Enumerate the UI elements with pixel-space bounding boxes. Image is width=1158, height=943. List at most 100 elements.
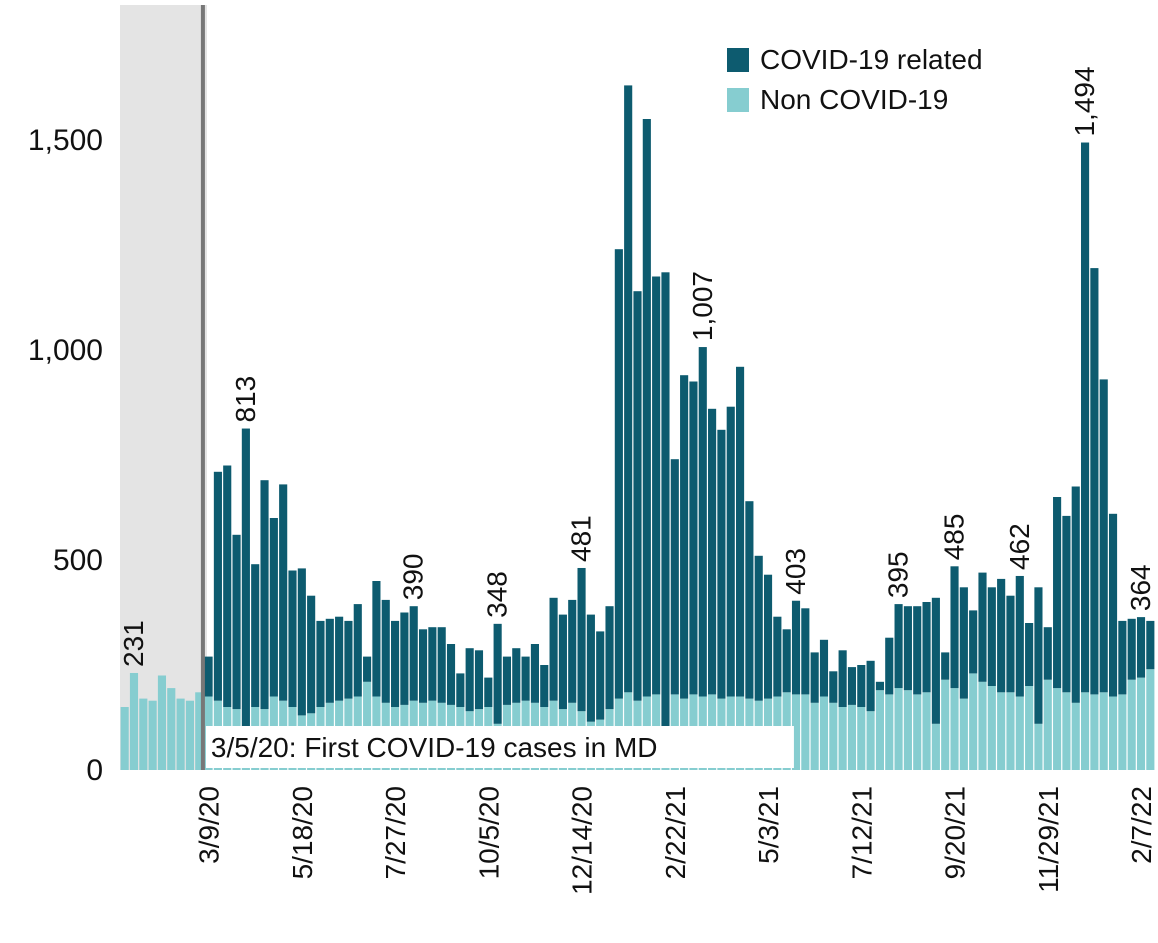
bar-segment [1034,587,1043,724]
bar-segment [204,656,213,697]
bar-segment [1043,627,1052,680]
total-label: 395 [883,551,914,598]
bar-segment [903,690,912,770]
bar-segment [129,672,139,770]
y-tick-label: 0 [86,754,103,787]
bar-segment [1108,696,1118,770]
bar-segment [801,608,810,695]
total-label: 231 [118,620,149,667]
bar-segment [624,85,633,693]
bar-segment [894,688,903,770]
bar-segment [661,272,670,728]
legend-label: Non COVID-19 [760,84,948,115]
bar-segment [418,629,428,703]
bar-segment [829,702,838,770]
bar-segment [176,698,185,770]
bar-segment [484,677,493,707]
bar-segment [791,600,801,695]
y-tick-label: 1,000 [28,334,103,367]
bar-segment [959,698,968,770]
bar-segment [1081,692,1090,770]
bar-segment [251,564,260,707]
bar-segment [1025,623,1034,686]
bar-segment [558,614,567,710]
bar-segment [428,627,437,701]
bar-segment [801,694,810,770]
bar-segment [689,381,698,695]
bar-segment [950,566,959,689]
bar-segment [782,629,791,693]
x-tick-label: 2/22/21 [660,786,691,879]
bar-segment [167,688,176,770]
bar-segment [1136,677,1146,770]
bar-segment [391,620,400,707]
bar-segment [1062,692,1071,770]
bar-segment [269,518,278,697]
bar-segment [260,480,269,710]
bar-segment [866,711,875,770]
bar-segment [1146,620,1155,670]
bar-segment [670,459,679,695]
bar-segment [736,366,745,697]
bar-segment [1127,618,1136,680]
bar-segment [157,675,167,770]
bar-segment [885,694,894,770]
bar-segment [717,429,726,699]
pre-covid-shade [120,5,207,770]
bar-segment [1099,692,1108,770]
x-tick-label: 7/27/20 [380,786,411,879]
bar-segment [838,707,847,770]
x-tick-label: 10/5/20 [473,786,504,879]
bar-segment [941,652,950,680]
bar-segment [810,702,819,770]
x-tick-label: 9/20/21 [940,786,971,879]
bar-segment [941,679,950,770]
bar-segment [540,665,549,707]
bar-segment [372,581,381,697]
bar-segment [1081,142,1090,693]
x-tick-label: 5/3/21 [753,786,784,864]
legend-swatch [727,48,749,72]
bar-segment [1034,723,1043,770]
bar-segment [465,648,474,712]
bar-segment [335,616,344,701]
bar-segment [1015,575,1024,697]
bar-segment [857,707,866,770]
x-tick-label: 2/7/22 [1126,786,1157,864]
bar-segment [1090,268,1099,695]
bar-segment [1062,515,1071,693]
bar-segment [642,119,651,697]
bar-segment [456,673,465,707]
bar-segment [381,599,390,703]
bar-segment [978,572,987,682]
bar-segment [1071,702,1080,770]
bar-segment [1146,669,1155,770]
bar-segment [866,660,875,712]
bar-segment [1136,617,1146,678]
bar-segment [223,465,232,707]
bar-segment [969,610,978,674]
bar-segment [763,574,773,699]
bar-segment [493,623,502,724]
bar-segment [931,723,940,770]
bar-segment [474,650,484,710]
bar-segment [1053,688,1062,770]
total-label: 813 [230,376,261,423]
bar-segment [987,686,996,770]
total-label: 1,007 [687,271,718,341]
bar-segment [363,681,372,770]
bar-segment [894,604,903,689]
total-label: 1,494 [1069,66,1100,136]
legend-label: COVID-19 related [760,44,983,75]
bar-segment [903,606,912,691]
bar-segment [139,698,148,770]
bar-segment [614,249,623,699]
bar-segment [344,620,353,699]
bar-segment [791,694,801,770]
bar-segment [1053,497,1062,689]
bar-segment [1118,694,1127,770]
bar-segment [1127,679,1136,770]
bar-segment [838,650,847,707]
bar-segment [400,612,409,705]
